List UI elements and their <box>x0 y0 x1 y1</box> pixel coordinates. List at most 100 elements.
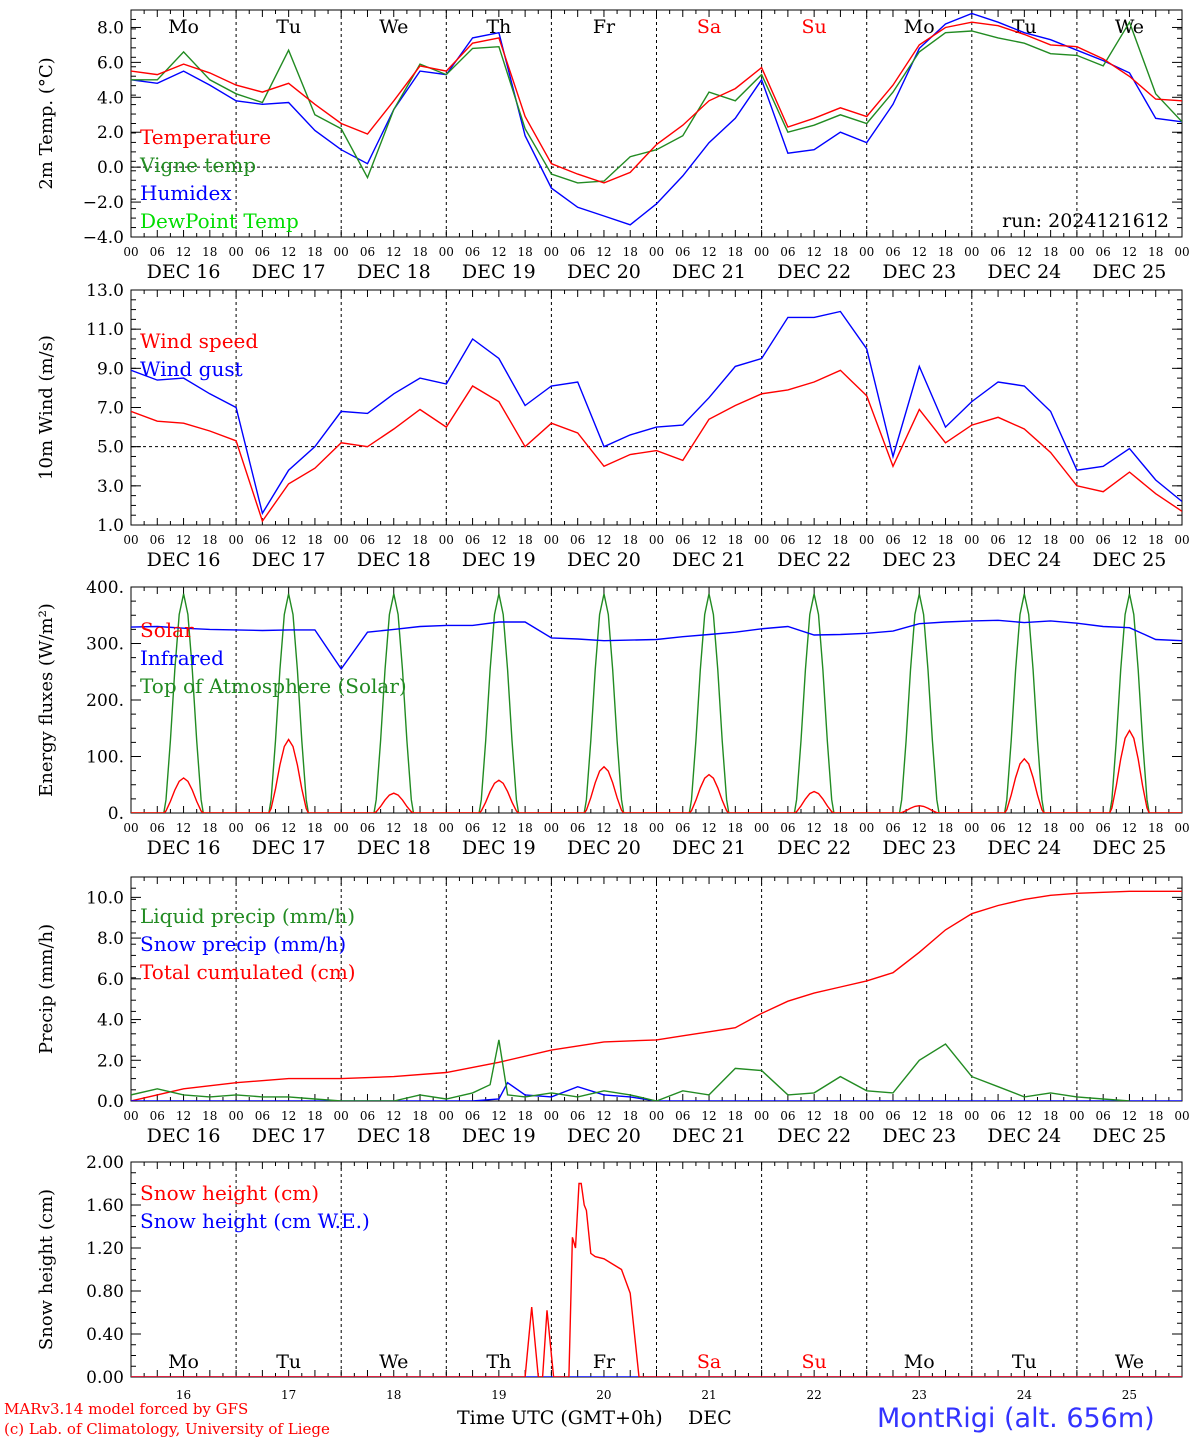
hour-label: 12 <box>596 1109 611 1123</box>
day-number-label: 16 <box>176 1388 191 1402</box>
series-line-temperature <box>131 21 1182 184</box>
date-label: DEC 22 <box>777 549 851 571</box>
hour-label: 18 <box>1148 1109 1163 1123</box>
hour-label: 00 <box>1069 533 1084 547</box>
y-axis-label: Snow height (cm) <box>36 1189 57 1350</box>
date-label: DEC 17 <box>252 261 326 283</box>
y-tick-label: 2.0 <box>97 123 124 143</box>
hour-label: 12 <box>912 1109 927 1123</box>
hour-label: 18 <box>307 245 322 259</box>
day-number-label: 18 <box>386 1388 401 1402</box>
panel-4: 0.00 0.40 0.80 1.20 1.60 2.00 Snow height (cm)… <box>36 1153 1183 1402</box>
hour-label: 00 <box>123 821 138 835</box>
y-tick-label: 8.0 <box>97 929 124 949</box>
date-label: DEC 19 <box>462 837 536 859</box>
y-tick-label: 11.0 <box>86 320 124 340</box>
hour-label: 00 <box>649 245 664 259</box>
legend-entry: Snow precip (mm/h) <box>140 932 346 956</box>
hour-label: 06 <box>780 821 795 835</box>
date-label: DEC 24 <box>987 261 1061 283</box>
date-label: DEC 17 <box>252 837 326 859</box>
hour-label: 18 <box>623 245 638 259</box>
hour-label: 18 <box>1148 821 1163 835</box>
series-line-wind-speed <box>131 369 1182 523</box>
hour-label: 18 <box>1043 1109 1058 1123</box>
weekday-label: Su <box>802 16 827 38</box>
hour-label: 00 <box>1174 533 1189 547</box>
hour-label: 06 <box>990 533 1005 547</box>
y-tick-label: 1.60 <box>86 1196 124 1216</box>
y-axis-label: 10m Wind (m/s) <box>36 335 57 480</box>
date-label: DEC 16 <box>147 1125 221 1147</box>
date-label: DEC 17 <box>252 549 326 571</box>
hour-label: 06 <box>360 533 375 547</box>
hour-label: 00 <box>649 821 664 835</box>
hour-label: 12 <box>912 245 927 259</box>
weekday-label: Th <box>486 16 511 38</box>
x-axis-title: Time UTC (GMT+0h) <box>457 1407 663 1429</box>
date-label: DEC 19 <box>462 549 536 571</box>
date-label: DEC 23 <box>882 1125 956 1147</box>
hour-label: 18 <box>517 245 532 259</box>
hour-label: 00 <box>439 1109 454 1123</box>
y-tick-label: 0.00 <box>86 1368 124 1388</box>
hour-label: 00 <box>544 533 559 547</box>
hour-label: 12 <box>596 245 611 259</box>
date-label: DEC 17 <box>252 1125 326 1147</box>
series-line-humidex <box>131 12 1182 226</box>
hour-label: 18 <box>517 1109 532 1123</box>
x-axis-month: DEC <box>688 1407 732 1429</box>
hour-label: 12 <box>491 821 506 835</box>
hour-label: 00 <box>123 245 138 259</box>
legend-entry: Snow height (cm) <box>140 1181 319 1205</box>
hour-label: 06 <box>360 245 375 259</box>
hour-label: 06 <box>885 821 900 835</box>
weekday-label: Mo <box>904 16 935 38</box>
hour-label: 18 <box>833 821 848 835</box>
hour-label: 00 <box>123 1109 138 1123</box>
hour-label: 06 <box>255 533 270 547</box>
date-label: DEC 22 <box>777 1125 851 1147</box>
hour-label: 18 <box>412 821 427 835</box>
hour-label: 00 <box>544 1109 559 1123</box>
hour-label: 12 <box>1122 245 1137 259</box>
hour-label: 06 <box>885 533 900 547</box>
y-tick-label: 0.80 <box>86 1282 124 1302</box>
hour-label: 12 <box>281 1109 296 1123</box>
weekday-label: Mo <box>168 1351 199 1373</box>
hour-label: 18 <box>517 533 532 547</box>
hour-label: 12 <box>281 245 296 259</box>
hour-label: 06 <box>150 245 165 259</box>
hour-label: 12 <box>386 821 401 835</box>
hour-label: 12 <box>912 821 927 835</box>
series-line-solar <box>131 729 1182 813</box>
hour-label: 00 <box>334 1109 349 1123</box>
weekday-label: Tu <box>276 1351 301 1373</box>
hour-label: 18 <box>1043 821 1058 835</box>
day-number-label: 23 <box>912 1388 927 1402</box>
y-tick-label: 100. <box>86 748 124 768</box>
hour-label: 18 <box>938 533 953 547</box>
date-label: DEC 23 <box>882 261 956 283</box>
series-line-total-cumulated-cm <box>131 890 1182 1101</box>
y-tick-label: 7.0 <box>97 399 124 419</box>
hour-label: 06 <box>1096 1109 1111 1123</box>
y-tick-label: 0.40 <box>86 1325 124 1345</box>
hour-label: 06 <box>885 245 900 259</box>
hour-label: 12 <box>596 533 611 547</box>
hour-label: 12 <box>1017 533 1032 547</box>
hour-label: 06 <box>780 1109 795 1123</box>
date-label: DEC 21 <box>672 261 746 283</box>
hour-label: 06 <box>150 533 165 547</box>
weekday-label: Sa <box>697 16 721 38</box>
hour-label: 18 <box>202 821 217 835</box>
hour-label: 06 <box>780 533 795 547</box>
series-line-liquid-precip-mm-h <box>131 1039 1130 1101</box>
weekday-label: Fr <box>593 1351 616 1373</box>
legend-entry: Snow height (cm W.E.) <box>140 1209 370 1233</box>
hour-label: 12 <box>386 245 401 259</box>
day-number-label: 21 <box>701 1388 716 1402</box>
hour-label: 00 <box>334 821 349 835</box>
hour-label: 00 <box>1174 1109 1189 1123</box>
